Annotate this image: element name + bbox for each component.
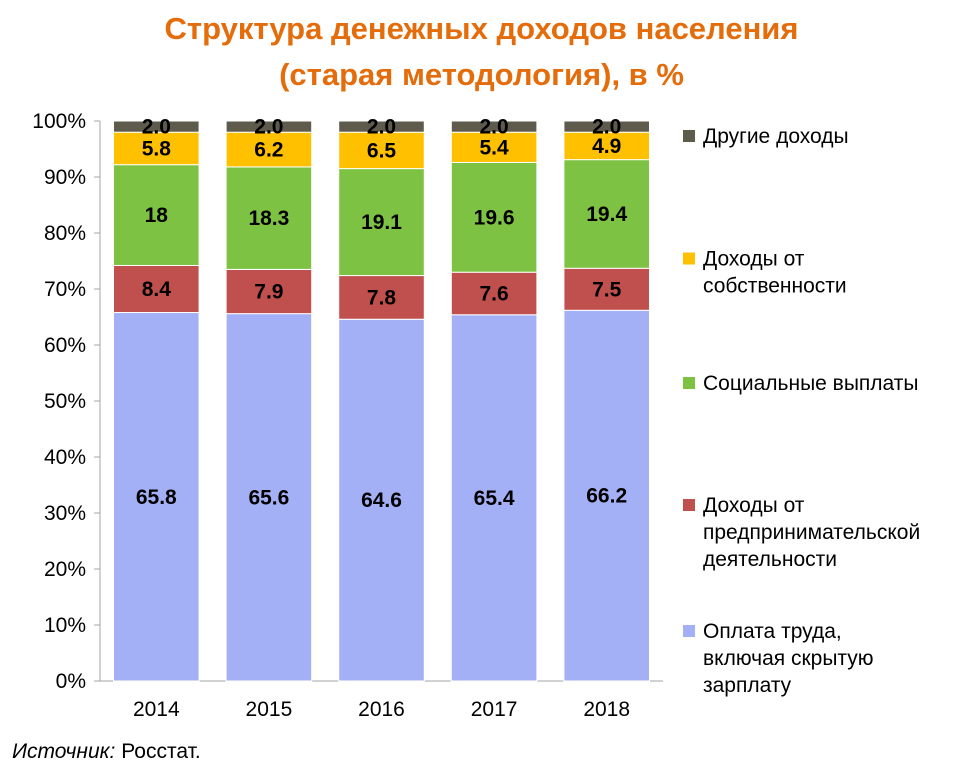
bar-segment (225, 131, 313, 168)
legend-swatch (683, 377, 695, 389)
bar-segment (113, 120, 200, 133)
legend-label: включая скрытую (703, 647, 874, 670)
bar-segment (338, 275, 425, 320)
data-label: 19.6 (474, 206, 515, 229)
legend-label: зарплату (703, 674, 792, 697)
bar-segment (450, 314, 538, 682)
source-label: Источник: (12, 740, 116, 763)
data-label: 65.4 (474, 487, 515, 510)
y-tick-label: 10% (44, 614, 86, 637)
data-label: 4.9 (592, 135, 621, 158)
bar-segment (338, 120, 425, 133)
stacked-bar-chart: 0% 10% 20% 30% 40% 50% 60% 70% 80% 90% 100% 65.8 8.4… (32, 110, 920, 721)
legend-label: Доходы от (703, 248, 805, 271)
y-tick-label: 20% (44, 558, 86, 581)
data-label: 66.2 (586, 485, 627, 508)
source-text: Росстат. (115, 740, 201, 763)
legend-label: деятельности (703, 548, 837, 571)
bar-segment (563, 120, 650, 133)
y-tick-label: 80% (44, 222, 86, 245)
bar-segment (563, 309, 650, 682)
x-tick-label: 2017 (471, 698, 518, 721)
x-tick-label: 2016 (358, 698, 405, 721)
data-label: 6.5 (367, 139, 397, 162)
data-label: 2.0 (254, 116, 283, 139)
y-tick-label: 90% (44, 166, 86, 189)
data-label: 5.4 (479, 136, 509, 159)
legend-swatch (683, 499, 695, 511)
data-label: 64.6 (361, 489, 402, 512)
bar-segment (563, 159, 650, 269)
y-tick-label: 70% (44, 278, 86, 301)
data-label: 6.2 (254, 139, 283, 162)
chart-title-line-1: Структура денежных доходов населения (164, 11, 799, 46)
bar-segment (225, 120, 313, 133)
x-tick-label: 2014 (133, 698, 180, 721)
bar-segment (338, 131, 425, 170)
chart-title-line-2: (старая методология), в % (279, 57, 684, 92)
source-note: Источник: Росстат. (12, 740, 201, 764)
y-tick-label: 50% (44, 390, 86, 413)
y-tick-label: 100% (32, 110, 86, 133)
data-label: 2.0 (367, 116, 396, 139)
legend-label: Доходы от (703, 494, 805, 517)
bar-segment (338, 168, 425, 277)
legend-swatch (683, 130, 695, 142)
legend-label: предпринимательской (703, 521, 920, 544)
data-label: 18 (145, 204, 169, 227)
chart-title: Структура денежных доходов населения (ст… (0, 6, 963, 98)
x-tick-label: 2018 (583, 698, 630, 721)
bar-segment (225, 313, 313, 682)
data-label: 2.0 (479, 116, 508, 139)
y-tick-label: 40% (44, 446, 86, 469)
data-label: 7.5 (592, 278, 622, 301)
y-tick-label: 0% (56, 670, 86, 693)
legend-label: Социальные выплаты (703, 372, 919, 395)
data-label: 19.1 (361, 211, 402, 234)
data-label: 2.0 (592, 116, 621, 139)
data-label: 7.8 (367, 286, 397, 309)
y-tick-label: 60% (44, 334, 86, 357)
data-label: 8.4 (142, 278, 172, 301)
data-label: 5.8 (142, 137, 172, 160)
bar-segment (450, 120, 538, 133)
y-tick-label: 30% (44, 502, 86, 525)
bar-segment (450, 161, 538, 273)
legend-swatch (683, 625, 695, 637)
data-label: 7.9 (254, 281, 283, 304)
bar-segment (113, 164, 200, 266)
bar-segment (113, 131, 200, 166)
bar-segment (450, 131, 538, 163)
bar-segment (338, 318, 425, 682)
data-label: 19.4 (586, 203, 627, 226)
legend-label: Другие доходы (703, 125, 849, 148)
legend-label: Оплата труда, (703, 620, 842, 643)
data-label: 65.6 (248, 486, 289, 509)
bar-segment (113, 264, 200, 314)
x-tick-label: 2015 (246, 698, 293, 721)
data-label: 65.8 (136, 486, 177, 509)
data-label: 18.3 (248, 207, 289, 230)
legend-swatch (683, 252, 695, 265)
legend-label: собственности (703, 275, 847, 298)
data-label: 7.6 (479, 282, 508, 305)
data-label: 2.0 (142, 116, 171, 139)
bar-segment (225, 268, 313, 315)
